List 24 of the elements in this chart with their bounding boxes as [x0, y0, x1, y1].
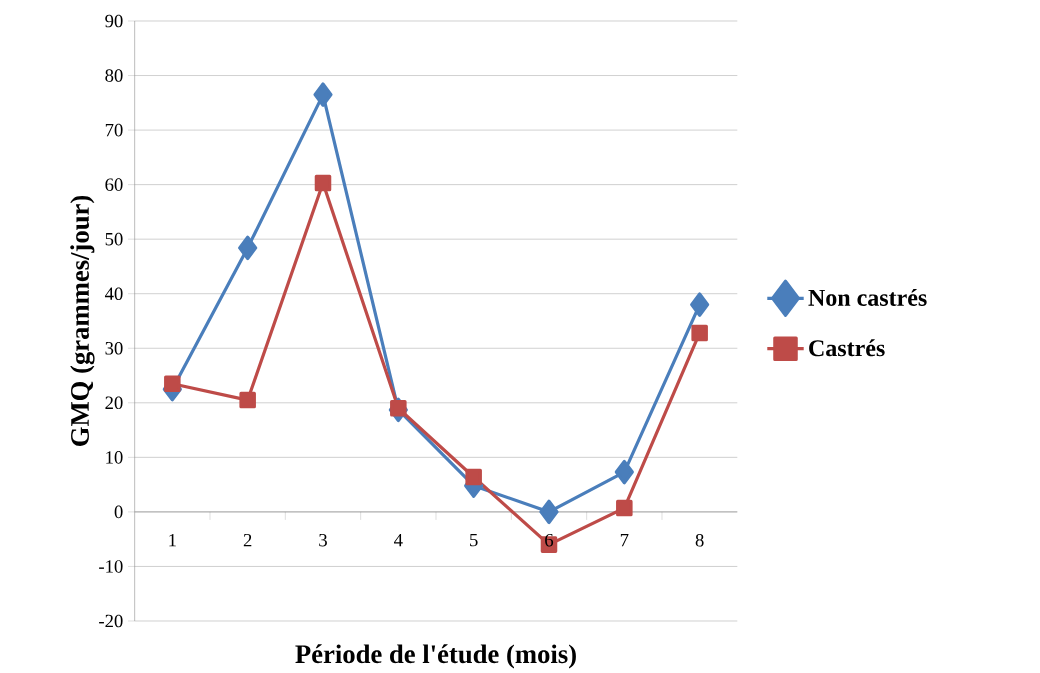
y-tick-label: 10	[106, 451, 123, 464]
y-tick-label: 20	[105, 396, 123, 410]
y-tick-label: 0	[114, 505, 123, 519]
x-tick-label: 3	[319, 533, 327, 547]
legend-label: Castrés	[809, 339, 885, 357]
y-tick-label: 60	[105, 178, 123, 191]
y-tick-label: -20	[99, 614, 123, 628]
x-tick-label: 8	[695, 533, 704, 547]
y-tick-label: 50	[105, 232, 123, 246]
y-tick-label: 30	[105, 341, 123, 355]
y-axis-title: GMQ (grammes/jour)	[70, 195, 95, 446]
legend-label: Non castrés	[808, 288, 927, 306]
y-tick-label: 80	[105, 69, 123, 82]
x-tick-label: 2	[243, 533, 252, 547]
y-tick-label: 40	[104, 287, 123, 301]
x-tick-label: 1	[169, 533, 176, 547]
x-tick-label: 6	[545, 533, 554, 547]
y-tick-label: -10	[99, 560, 123, 573]
y-tick-label: 70	[105, 123, 123, 137]
x-tick-label: 7	[620, 533, 629, 547]
y-tick-label: 90	[105, 14, 123, 28]
x-tick-label: 5	[470, 533, 478, 547]
x-tick-label: 4	[394, 533, 403, 547]
x-axis-title: Période de l'étude (mois)	[295, 644, 576, 669]
